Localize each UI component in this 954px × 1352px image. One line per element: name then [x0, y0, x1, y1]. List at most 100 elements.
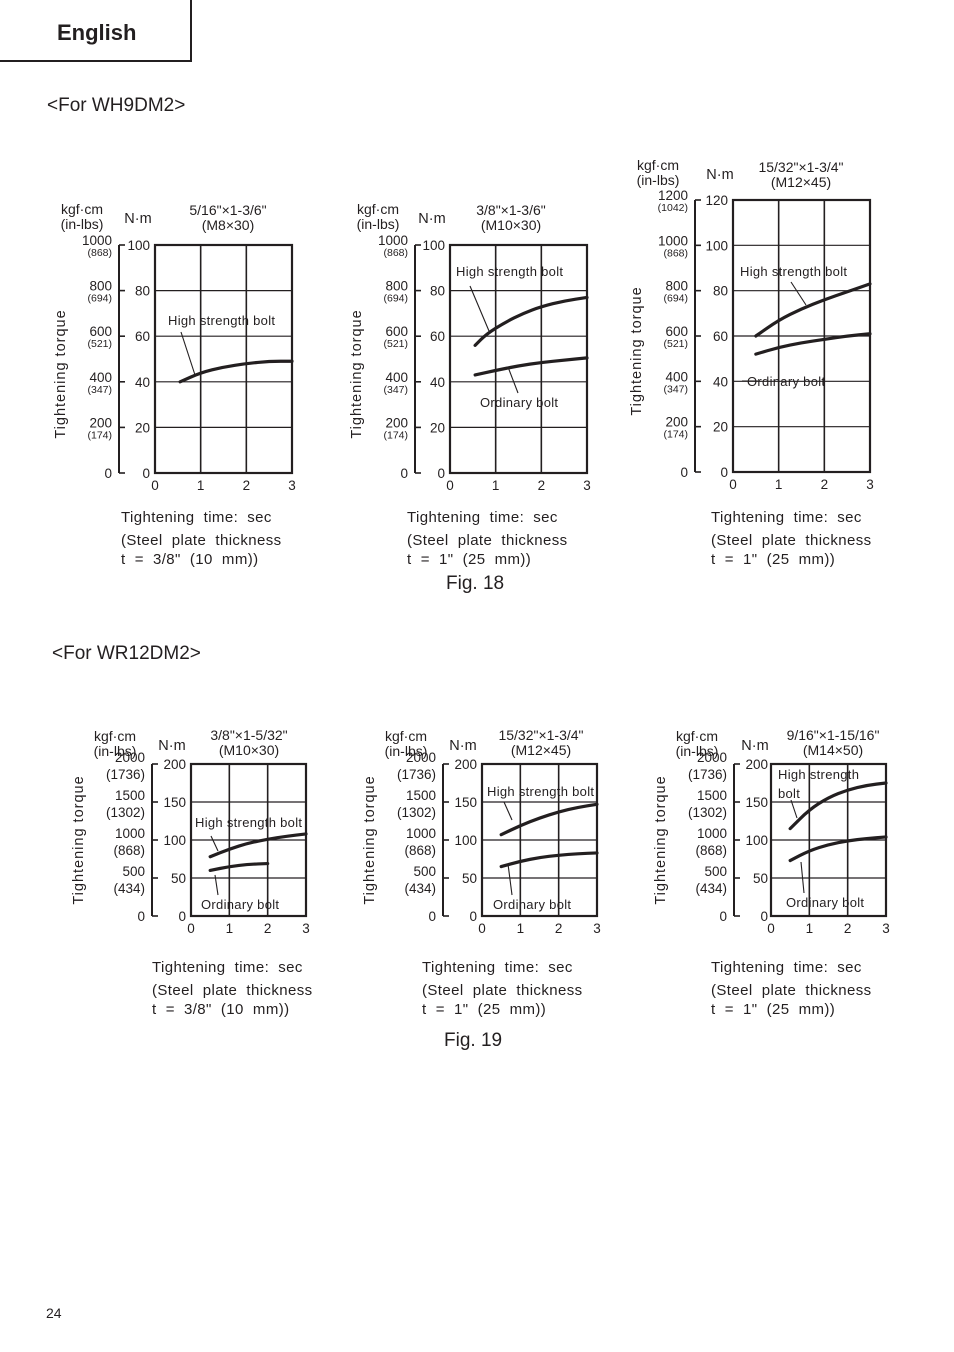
series-leader-line — [214, 874, 219, 896]
x-axis-label: Tightening time: sec — [121, 509, 272, 526]
nm-tick-label: 60 — [713, 329, 728, 344]
inlbs-tick-label: (1302) — [688, 805, 727, 820]
inlbs-tick-label: (521) — [663, 338, 688, 350]
series-line-ordinary — [473, 356, 589, 377]
kgf-tick-label: 400 — [385, 370, 408, 385]
bolt-metric: (M12×45) — [511, 742, 571, 758]
series-line-ordinary — [754, 332, 872, 356]
series-line-high-strength — [499, 802, 599, 837]
bolt-size: 15/32"×1-3/4" — [758, 159, 843, 175]
kgf-tick-label: 200 — [665, 415, 688, 430]
series-line-high-strength — [754, 282, 872, 338]
x-axis-label: Tightening time: sec — [711, 509, 862, 526]
x-tick-label: 3 — [302, 921, 310, 936]
nm-tick-label: 100 — [705, 238, 728, 253]
bolt-size: 5/16"×1-3/6" — [189, 202, 266, 218]
unit-nm: N·m — [449, 738, 476, 754]
unit-nm: N·m — [741, 738, 768, 754]
chart-6: 0050500(434)1001000(868)1501500(1302)200… — [653, 727, 890, 936]
steel-plate-note: (Steel plate thickness — [152, 982, 313, 999]
chart-6-caption: Tightening time: sec (Steel plate thickne… — [711, 958, 872, 1019]
series-leader-line — [800, 861, 805, 894]
x-tick-label: 0 — [767, 921, 775, 936]
chart-1: 0020200(174)40400(347)60600(521)80800(69… — [53, 201, 296, 493]
series-label: Ordinary bolt — [480, 395, 558, 410]
bolt-metric: (M8×30) — [202, 217, 255, 233]
nm-tick-label: 0 — [142, 466, 150, 481]
x-tick-label: 1 — [775, 477, 783, 492]
series-line-ordinary — [499, 851, 599, 869]
steel-plate-note: (Steel plate thickness — [422, 982, 583, 999]
figure-caption-18: Fig. 18 — [446, 573, 505, 594]
series-label: Ordinary bolt — [747, 374, 825, 389]
chart-4: 0050500(434)1001000(868)1501500(1302)200… — [71, 727, 310, 936]
nm-tick-label: 0 — [720, 465, 728, 480]
kgf-tick-label: 0 — [400, 466, 408, 481]
nm-tick-label: 80 — [135, 284, 150, 299]
inlbs-tick-label: (174) — [663, 429, 688, 441]
inlbs-tick-label: (347) — [663, 383, 688, 395]
x-tick-label: 1 — [197, 478, 205, 493]
nm-tick-label: 50 — [171, 871, 186, 886]
x-axis-label: Tightening time: sec — [422, 959, 573, 976]
kgf-tick-label: 1500 — [115, 788, 145, 803]
kgf-tick-label: 500 — [413, 864, 436, 879]
series-leader-line — [507, 366, 519, 394]
x-tick-label: 3 — [882, 921, 890, 936]
nm-tick-label: 100 — [422, 238, 445, 253]
inlbs-tick-label: (868) — [113, 843, 145, 858]
nm-tick-label: 40 — [430, 375, 445, 390]
inlbs-tick-label: (1302) — [106, 805, 145, 820]
kgf-tick-label: 2000 — [406, 750, 436, 765]
x-tick-label: 3 — [866, 477, 874, 492]
chart-5-caption: Tightening time: sec (Steel plate thickne… — [422, 958, 583, 1019]
nm-tick-label: 20 — [713, 420, 728, 435]
unit-in-lbs: (in-lbs) — [637, 172, 680, 188]
plot-frame — [153, 243, 294, 475]
steel-plate-note: t = 1" (25 mm)) — [422, 1001, 547, 1018]
series-leader-line — [790, 281, 807, 306]
inlbs-tick-label: (694) — [663, 293, 688, 305]
inlbs-tick-label: (434) — [695, 881, 727, 896]
series-label: High strength bolt — [456, 264, 563, 279]
series-line-high-strength — [208, 832, 308, 859]
inlbs-tick-label: (174) — [87, 429, 112, 441]
kgf-tick-label: 0 — [719, 909, 727, 924]
bolt-metric: (M10×30) — [481, 217, 541, 233]
series-line-ordinary — [788, 835, 888, 863]
x-tick-label: 3 — [583, 478, 591, 493]
kgf-tick-label: 800 — [89, 279, 112, 294]
nm-tick-label: 200 — [745, 757, 768, 772]
kgf-tick-label: 400 — [665, 369, 688, 384]
kgf-tick-label: 0 — [680, 465, 688, 480]
inlbs-tick-label: (521) — [87, 338, 112, 350]
unit-kgf-cm: kgf·cm — [94, 728, 136, 744]
x-tick-label: 2 — [844, 921, 852, 936]
series-label: Ordinary bolt — [201, 897, 279, 912]
x-axis-label: Tightening time: sec — [152, 959, 303, 976]
bolt-metric: (M12×45) — [771, 174, 831, 190]
unit-kgf-cm: kgf·cm — [357, 201, 399, 217]
x-tick-label: 1 — [492, 478, 500, 493]
nm-tick-label: 80 — [430, 284, 445, 299]
nm-tick-label: 60 — [135, 329, 150, 344]
unit-in-lbs: (in-lbs) — [61, 216, 104, 232]
nm-tick-label: 200 — [454, 757, 477, 772]
x-tick-label: 2 — [538, 478, 546, 493]
inlbs-tick-label: (434) — [404, 881, 436, 896]
x-tick-label: 2 — [264, 921, 272, 936]
nm-tick-label: 0 — [178, 909, 186, 924]
kgf-tick-label: 600 — [385, 324, 408, 339]
series-leader-line — [210, 835, 219, 852]
x-tick-label: 0 — [187, 921, 195, 936]
x-tick-label: 0 — [729, 477, 737, 492]
inlbs-tick-label: (347) — [87, 384, 112, 396]
x-tick-label: 3 — [288, 478, 296, 493]
nm-tick-label: 100 — [745, 833, 768, 848]
unit-kgf-cm: kgf·cm — [61, 201, 103, 217]
chart-1-caption: Tightening time: sec (Steel plate thickne… — [121, 508, 282, 569]
nm-tick-label: 40 — [135, 375, 150, 390]
series-leader-line — [790, 799, 798, 819]
unit-in-lbs: (in-lbs) — [357, 216, 400, 232]
